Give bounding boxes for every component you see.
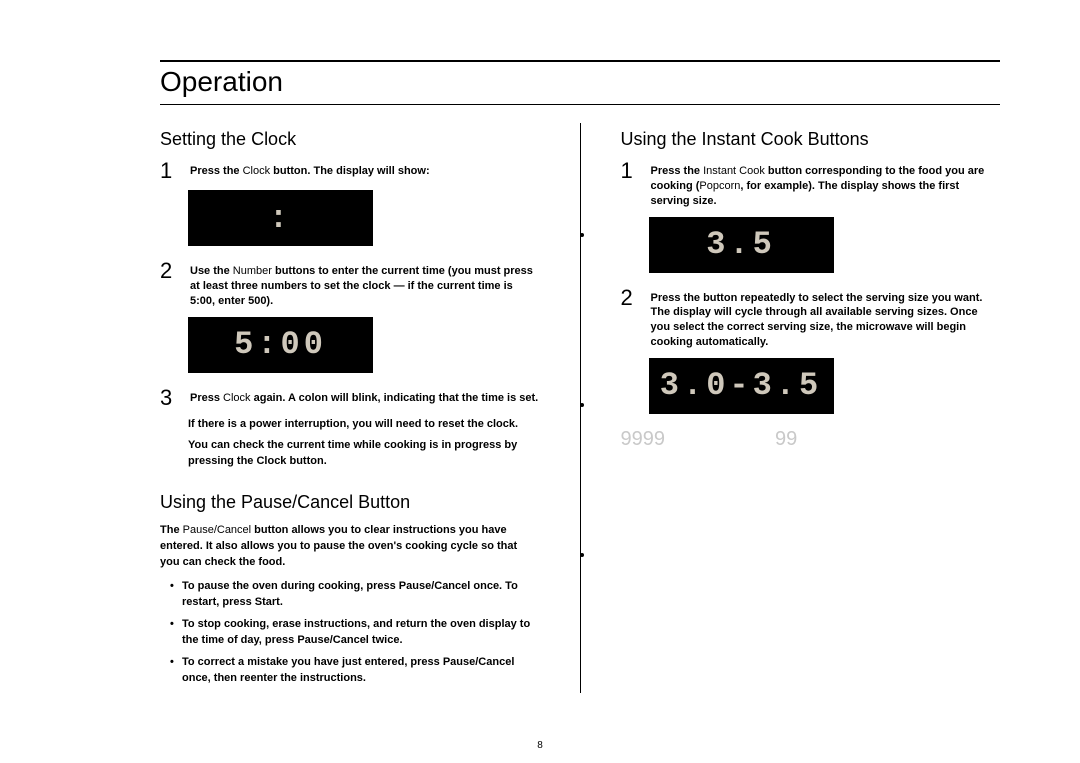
step-number: 1 xyxy=(160,160,176,182)
left-column: Setting the Clock 1 Press the Clock butt… xyxy=(160,123,540,693)
lcd-display: 3.5 xyxy=(649,217,834,273)
note-power: If there is a power interruption, you wi… xyxy=(188,417,540,433)
step-3: 3 Press Clock again. A colon will blink,… xyxy=(160,387,540,409)
list-item: To correct a mistake you have just enter… xyxy=(170,655,540,687)
step-number: 1 xyxy=(621,160,637,209)
dot xyxy=(580,403,584,407)
lcd-display: : xyxy=(188,190,373,246)
step-1: 1 Press the Instant Cook button correspo… xyxy=(621,160,1001,209)
step-number: 2 xyxy=(621,287,637,350)
column-divider xyxy=(580,123,581,693)
faded-b: 99 xyxy=(775,428,797,451)
pause-cancel-intro: The Pause/Cancel button allows you to cl… xyxy=(160,523,540,571)
step-1: 1 Press the Clock button. The display wi… xyxy=(160,160,540,182)
step-text: Use the Number buttons to enter the curr… xyxy=(190,260,540,309)
lcd-display: 5:00 xyxy=(188,317,373,373)
step-text: Press the Instant Cook button correspond… xyxy=(651,160,1001,209)
step-2: 2 Use the Number buttons to enter the cu… xyxy=(160,260,540,309)
heading-setting-clock: Setting the Clock xyxy=(160,129,540,150)
dot xyxy=(580,233,584,237)
step-2: 2 Press the button repeatedly to select … xyxy=(621,287,1001,350)
right-column: Using the Instant Cook Buttons 1 Press t… xyxy=(621,123,1001,693)
rule-top xyxy=(160,60,1000,62)
list-item: To stop cooking, erase instructions, and… xyxy=(170,617,540,649)
dot xyxy=(580,553,584,557)
list-item: To pause the oven during cooking, press … xyxy=(170,579,540,611)
lcd-display: 3.0-3.5 xyxy=(649,358,834,414)
step-text: Press Clock again. A colon will blink, i… xyxy=(190,387,538,409)
step-number: 2 xyxy=(160,260,176,309)
faded-a: 9999 xyxy=(621,428,666,451)
page-title: Operation xyxy=(160,66,1000,98)
page-number: 8 xyxy=(537,740,543,751)
heading-instant-cook: Using the Instant Cook Buttons xyxy=(621,129,1001,150)
step-text: Press the Clock button. The display will… xyxy=(190,160,430,182)
rule-thin xyxy=(160,104,1000,105)
heading-pause-cancel: Using the Pause/Cancel Button xyxy=(160,492,540,513)
step-text: Press the button repeatedly to select th… xyxy=(651,287,1001,350)
pause-cancel-list: To pause the oven during cooking, press … xyxy=(170,579,540,687)
note-check-time: You can check the current time while coo… xyxy=(188,438,540,470)
step-number: 3 xyxy=(160,387,176,409)
faded-numbers: 9999 99 xyxy=(621,428,1001,451)
